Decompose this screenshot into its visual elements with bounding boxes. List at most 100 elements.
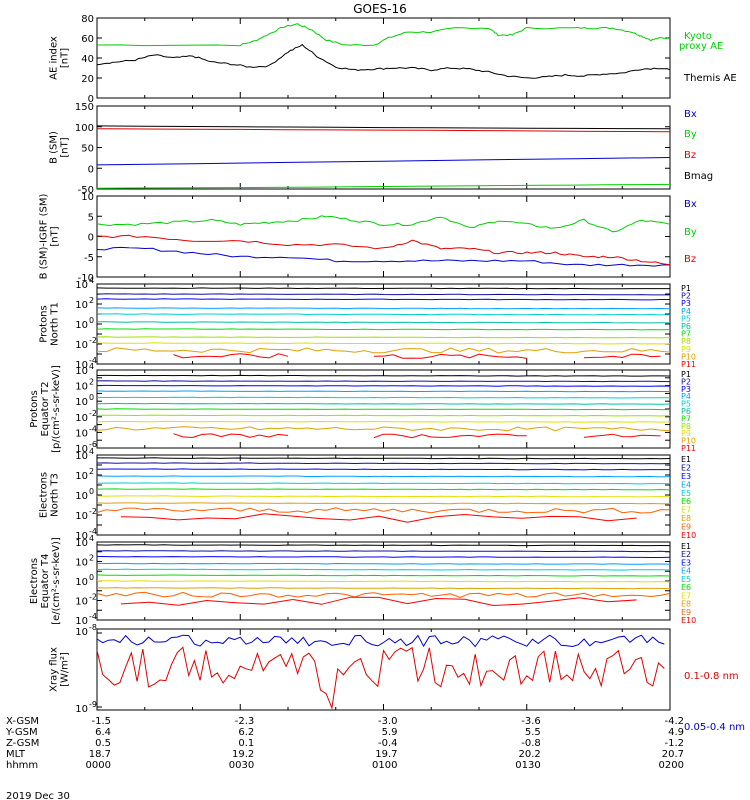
channel-E10-segment — [235, 599, 293, 605]
orbit-value: -0.8 — [521, 738, 541, 749]
panels: 020406080-50050100150-10-5051010-410-210… — [29, 14, 696, 715]
channel-P11-segment — [583, 433, 661, 438]
channel-P7 — [96, 408, 670, 411]
channel-P6 — [96, 402, 671, 405]
legend-e10: E10 — [681, 616, 696, 625]
legend-e1: E1 — [681, 542, 691, 551]
channel-P2 — [96, 380, 671, 383]
legend-p8: P8 — [681, 337, 691, 346]
orbit-value: 5.9 — [382, 727, 398, 738]
channel-E10-segment — [350, 596, 408, 605]
panel-2: -50 0 50 100 150 — [75, 102, 671, 196]
y-tick-exponent: 2 — [89, 554, 94, 563]
channel-P11-segment — [173, 433, 289, 439]
y-tick-label: 0 — [88, 94, 94, 105]
y-tick-exponent: -2 — [89, 409, 97, 418]
channel-E10-segment — [120, 601, 179, 606]
legend-e8: E8 — [681, 600, 691, 609]
channel-E4 — [96, 562, 671, 565]
series-xray-short — [96, 634, 665, 648]
channel-E10-segment — [292, 515, 351, 521]
channel-P11-segment — [583, 353, 661, 359]
legend-p10: P10 — [681, 352, 696, 361]
channel-P1 — [96, 374, 671, 377]
legend-p7: P7 — [681, 330, 691, 339]
channel-E6 — [96, 574, 671, 577]
channel-E8 — [96, 587, 671, 590]
y-tick-label: 10 — [75, 511, 88, 522]
y-tick-label: 10 — [75, 382, 88, 393]
y-tick-exponent: -8 — [89, 623, 97, 632]
y-tick-label: 20 — [81, 74, 94, 85]
legend-p3: P3 — [681, 299, 691, 308]
y-tick-label: 50 — [81, 144, 94, 155]
orbit-value: 20.7 — [662, 749, 684, 760]
channel-P9 — [96, 420, 671, 423]
y-tick-label: 40 — [81, 54, 94, 65]
y-tick-label: 10 — [75, 413, 88, 424]
series-xray-long — [96, 646, 665, 710]
legend-p1: P1 — [681, 370, 691, 379]
legend-p4: P4 — [681, 392, 691, 401]
y-tick-exponent: 0 — [89, 393, 94, 402]
channel-E7 — [96, 580, 671, 583]
channel-P8 — [96, 414, 671, 417]
orbit-value: 0030 — [229, 760, 254, 771]
orbit-value: -1.5 — [91, 716, 111, 727]
legend-e6: E6 — [681, 583, 691, 592]
legend-xray-long: 0.1-0.8 nm — [684, 671, 739, 682]
y-tick-label: 10 — [75, 491, 88, 502]
channel-P4 — [96, 307, 671, 310]
legend-bx2: Bx — [684, 199, 697, 210]
channel-E1 — [97, 457, 671, 460]
series-kyoto-proxy-ae — [96, 23, 671, 47]
y-tick-label: 60 — [81, 34, 94, 45]
y-tick-label: 10 — [75, 616, 88, 627]
orbit-value: 0.1 — [238, 738, 254, 749]
channel-P11-segment — [373, 353, 527, 359]
orbit-value: -2.3 — [235, 716, 255, 727]
y-tick-label: 10 — [75, 704, 88, 715]
y-tick-exponent: -9 — [89, 700, 97, 709]
channel-P1 — [96, 287, 670, 290]
y-axis-label: ElectronsNorth T3 — [39, 472, 61, 518]
legend-e6: E6 — [681, 497, 691, 506]
y-tick-label: 100 — [75, 123, 94, 134]
y-tick-label: 10 — [75, 471, 88, 482]
legend-p2: P2 — [681, 292, 691, 301]
channel-E6 — [96, 488, 671, 491]
orbit-value: -3.0 — [378, 716, 398, 727]
legend-bz: Bz — [684, 150, 696, 161]
channel-P10 — [96, 426, 671, 432]
y-tick-label: 10 — [75, 444, 88, 455]
legend-p2: P2 — [681, 377, 691, 386]
orbit-value: 0200 — [659, 760, 684, 771]
y-axis-label: ProtonsEquator T2[p/(cm²-s-sr-keV)] — [29, 365, 62, 453]
plot-title: GOES-16 — [353, 2, 407, 16]
y-tick-label: -10 — [78, 273, 94, 284]
series-by — [96, 215, 671, 233]
orbit-value: 19.7 — [375, 749, 397, 760]
series-themis-ae — [96, 43, 671, 79]
channel-E3 — [96, 555, 671, 558]
y-tick-exponent: 0 — [89, 316, 94, 325]
y-axis-label: AE index[nT] — [49, 36, 71, 80]
channel-E5 — [96, 482, 670, 485]
legend-p3: P3 — [681, 385, 691, 394]
legend-p9: P9 — [681, 345, 691, 354]
orbit-label-z-gsm: Z-GSM — [6, 738, 39, 749]
channel-P8 — [96, 336, 671, 339]
y-tick-label: 10 — [75, 577, 88, 588]
channel-P6 — [97, 321, 671, 324]
y-tick-exponent: 2 — [89, 378, 94, 387]
y-tick-label: 10 — [75, 300, 88, 311]
y-tick-label: 150 — [75, 102, 94, 113]
legend-e4: E4 — [681, 480, 691, 489]
y-tick-exponent: 0 — [89, 487, 94, 496]
